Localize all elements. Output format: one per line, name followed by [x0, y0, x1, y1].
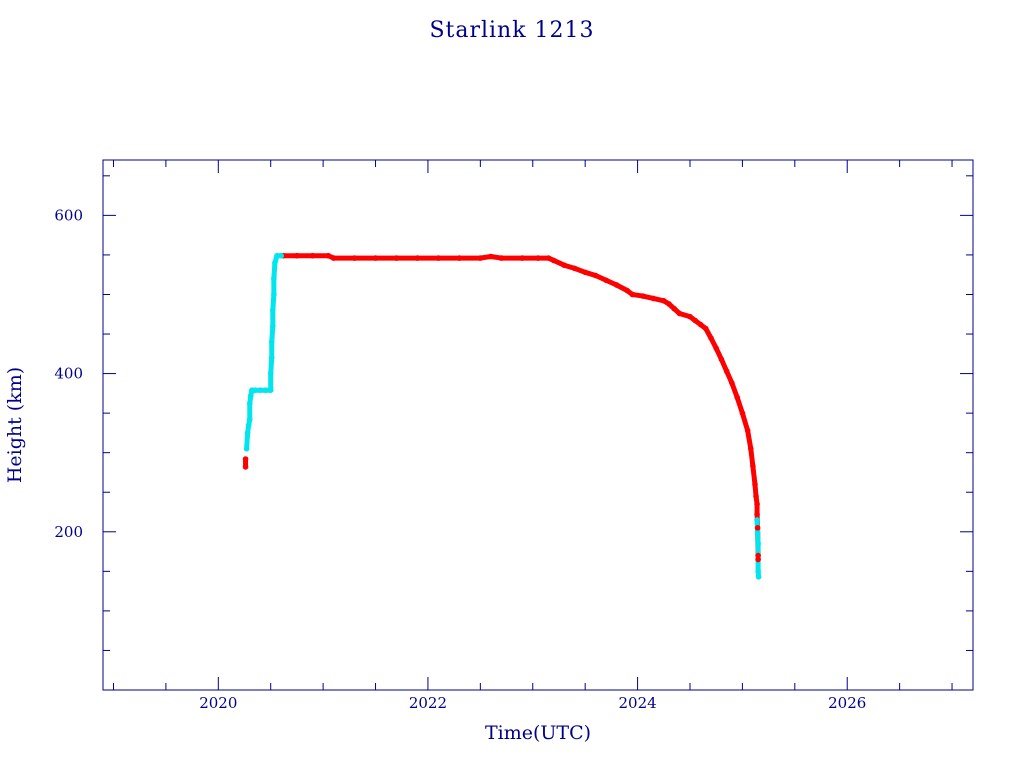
data-point: [629, 291, 636, 298]
data-point: [325, 252, 332, 259]
data-point: [753, 493, 759, 499]
data-point: [676, 310, 683, 317]
series-lines: [243, 253, 762, 580]
data-point: [268, 339, 275, 345]
series-0-trace: [280, 253, 761, 562]
data-point: [754, 511, 760, 518]
data-point: [262, 387, 269, 393]
data-point: [754, 530, 761, 537]
data-point: [271, 275, 277, 282]
y-tick-label: 400: [54, 365, 83, 383]
data-point: [750, 463, 756, 469]
y-tick-label: 200: [54, 523, 83, 541]
data-points: [242, 252, 762, 580]
data-point: [592, 272, 599, 279]
data-point: [713, 345, 719, 352]
x-tick-label: 2026: [828, 694, 866, 712]
data-point: [571, 265, 578, 272]
y-tick-labels: 200 400 600: [54, 206, 83, 540]
data-point: [702, 325, 709, 332]
data-point: [488, 253, 494, 260]
data-point: [435, 255, 442, 261]
data-point: [245, 422, 252, 428]
data-point: [545, 255, 552, 261]
data-point: [718, 356, 725, 363]
data-point: [734, 394, 740, 401]
data-point: [270, 307, 276, 314]
data-point: [660, 298, 667, 304]
data-point: [666, 301, 672, 307]
data-point: [246, 400, 253, 407]
data-point: [274, 252, 280, 259]
data-point: [243, 445, 250, 452]
data-point: [351, 255, 358, 261]
data-point: [755, 556, 761, 563]
data-point: [744, 427, 751, 434]
data-point: [687, 313, 693, 320]
data-point: [624, 287, 630, 294]
data-point: [519, 255, 526, 261]
data-point: [257, 387, 264, 393]
data-point: [650, 295, 657, 302]
data-point: [755, 574, 762, 580]
data-point: [754, 525, 761, 531]
data-point: [708, 335, 714, 341]
x-axis-label: Time(UTC): [485, 722, 591, 744]
data-point: [270, 323, 276, 329]
data-point: [723, 368, 730, 375]
y-axis-label: Height (km): [4, 367, 26, 483]
data-point: [247, 392, 254, 399]
data-point: [498, 255, 505, 261]
y-tick-label: 600: [54, 206, 83, 224]
data-point: [582, 269, 588, 276]
data-point: [671, 305, 678, 312]
x-tick-label: 2020: [199, 694, 237, 712]
data-point: [294, 252, 300, 259]
data-point: [393, 255, 400, 261]
data-point: [640, 293, 646, 299]
data-point: [271, 291, 277, 298]
data-point: [242, 464, 249, 470]
data-point: [754, 517, 760, 523]
data-point: [755, 552, 761, 559]
data-point: [747, 445, 754, 452]
data-point: [550, 257, 557, 264]
chart-title: Starlink 1213: [429, 18, 594, 43]
data-point: [372, 255, 379, 261]
plot-frame: [102, 159, 974, 691]
data-point: [613, 282, 620, 288]
data-point: [752, 481, 758, 488]
data-point: [739, 410, 746, 416]
data-point: [309, 252, 316, 259]
data-point: [456, 255, 463, 261]
data-point: [755, 568, 761, 575]
data-point: [692, 317, 699, 324]
x-tick-label: 2022: [409, 694, 447, 712]
data-point: [246, 416, 253, 423]
data-point: [477, 255, 484, 261]
data-point: [603, 277, 609, 284]
data-point: [267, 387, 274, 393]
x-tick-labels: 2020 2022 2024 2026: [199, 694, 866, 712]
data-point: [242, 456, 249, 462]
data-point: [278, 252, 284, 259]
data-point: [268, 354, 275, 361]
data-point: [272, 260, 278, 266]
data-point: [414, 255, 421, 261]
x-tick-label: 2024: [618, 694, 656, 712]
data-point: [754, 501, 760, 507]
data-point: [755, 540, 761, 547]
data-point: [244, 430, 251, 436]
data-point: [330, 255, 337, 261]
data-point: [729, 380, 735, 386]
axis-ticks: [103, 160, 973, 690]
data-point: [252, 387, 258, 393]
data-point: [697, 321, 704, 328]
data-point: [561, 262, 568, 269]
data-point: [267, 370, 274, 377]
data-point: [535, 255, 541, 261]
